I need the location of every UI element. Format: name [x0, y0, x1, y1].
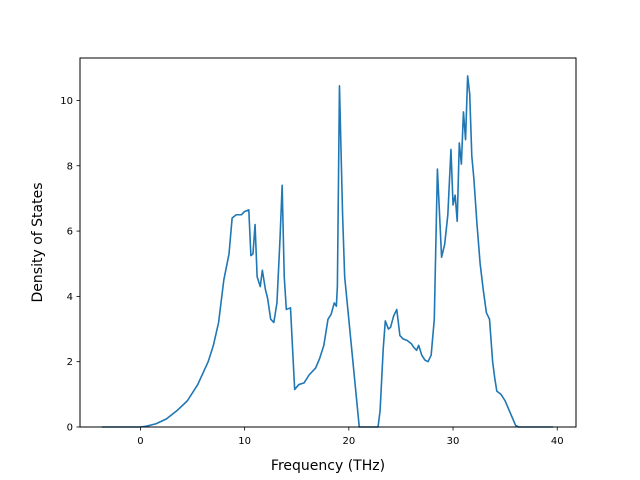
- x-axis-label: Frequency (THz): [271, 458, 385, 474]
- x-axis-ticks: 0 10 20 30 40: [137, 427, 564, 447]
- y-tick-label: 8: [67, 161, 73, 172]
- x-tick-label: 20: [342, 436, 355, 447]
- y-tick-label: 4: [67, 292, 73, 303]
- x-tick-label: 10: [238, 436, 251, 447]
- x-tick-label: 0: [137, 436, 143, 447]
- y-tick-label: 6: [67, 227, 73, 238]
- y-axis-ticks: 0 2 4 6 8 10: [60, 96, 80, 434]
- y-tick-label: 10: [60, 96, 73, 107]
- y-tick-label: 0: [67, 423, 73, 434]
- x-tick-label: 30: [447, 436, 460, 447]
- y-axis-label: Density of States: [30, 183, 46, 303]
- y-tick-label: 2: [67, 357, 73, 368]
- x-tick-label: 40: [551, 436, 564, 447]
- plot-frame: [79, 57, 577, 428]
